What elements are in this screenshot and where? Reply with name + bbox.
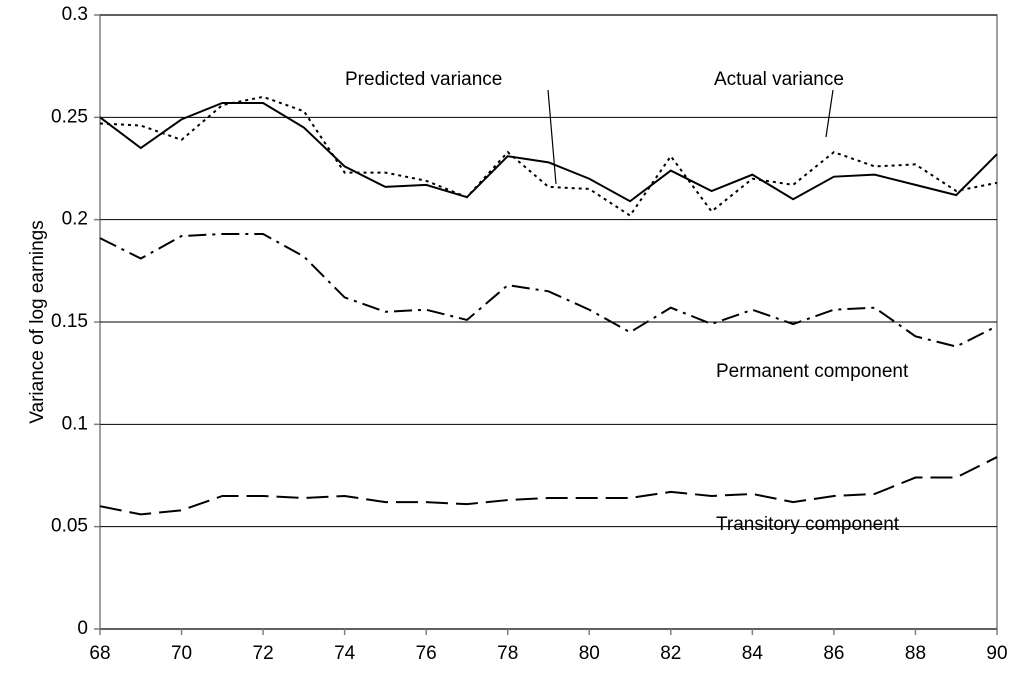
x-tick-label: 86 [823,643,844,664]
annotation: Transitory component [716,514,900,535]
y-tick-label: 0.25 [51,106,88,127]
x-tick-label: 78 [497,643,518,664]
y-tick-label: 0.15 [51,311,88,332]
annotation: Predicted variance [345,69,502,90]
y-tick-label: 0.05 [51,516,88,537]
x-tick-label: 88 [905,643,926,664]
x-tick-label: 84 [742,643,764,664]
pointer [825,89,834,138]
y-tick-label: 0 [77,618,88,639]
x-tick-label: 72 [253,643,274,664]
series-line [99,456,998,516]
y-tick-label: 0.1 [62,413,88,434]
annotation: Permanent component [716,361,909,382]
x-tick-label: 76 [416,643,437,664]
x-tick-label: 90 [986,643,1007,664]
series-line [99,232,998,348]
annotation: Actual variance [714,69,844,90]
y-axis-label: Variance of log earnings [27,220,48,424]
series-line [99,95,998,217]
x-tick-label: 70 [171,643,192,664]
y-tick-label: 0.2 [62,209,88,230]
pointer [547,89,557,185]
x-tick-label: 74 [334,643,356,664]
x-tick-label: 82 [660,643,681,664]
x-tick-label: 80 [579,643,600,664]
series-line [99,102,998,203]
x-tick-label: 68 [89,643,110,664]
y-tick-label: 0.3 [62,4,88,25]
